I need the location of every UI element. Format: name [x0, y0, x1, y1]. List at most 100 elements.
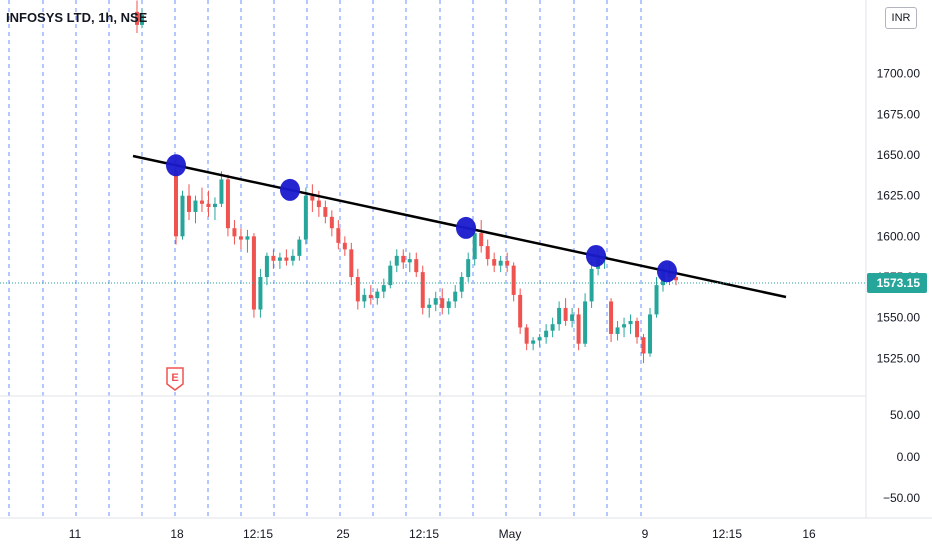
candle: [492, 252, 497, 273]
price-axis[interactable]: 1700.001675.001650.001625.001600.001575.…: [877, 67, 921, 366]
candle-body: [622, 324, 627, 328]
candle: [245, 229, 250, 253]
candle: [550, 317, 555, 338]
candle: [615, 320, 620, 341]
indicator-axis[interactable]: 50.00 0.00 −50.00: [883, 408, 920, 505]
time-tick-label: 12:15: [243, 527, 273, 541]
candle: [271, 249, 276, 269]
candle-body: [401, 255, 406, 263]
candle: [193, 195, 198, 224]
candle: [641, 333, 646, 364]
candle-body: [433, 298, 438, 305]
candle: [622, 317, 627, 338]
candle-body: [453, 291, 458, 302]
candle-body: [180, 195, 185, 237]
candle: [485, 239, 490, 266]
candle-body: [492, 259, 497, 266]
candle: [446, 298, 451, 315]
candle: [407, 252, 412, 273]
candle-body: [362, 294, 367, 302]
time-tick-label: 25: [336, 527, 350, 541]
grid-lines: [8, 0, 642, 518]
candle: [466, 252, 471, 282]
candle: [654, 277, 659, 318]
candle-body: [615, 327, 620, 334]
candle: [212, 197, 217, 221]
candle: [505, 252, 510, 273]
candle: [518, 288, 523, 334]
candle: [368, 285, 373, 305]
candle: [453, 285, 458, 308]
candle: [609, 298, 614, 343]
candle-body: [245, 236, 250, 240]
candle-body: [511, 265, 516, 295]
candle: [479, 220, 484, 253]
candle-body: [440, 298, 445, 308]
candle: [583, 293, 588, 347]
candle: [323, 200, 328, 224]
currency-button[interactable]: INR: [885, 7, 917, 29]
indicator-tick-label: 0.00: [897, 450, 921, 464]
candle-body: [641, 337, 646, 354]
candle-body: [505, 260, 510, 266]
candle: [329, 210, 334, 237]
candle: [225, 174, 230, 237]
candle-body: [420, 272, 425, 308]
candle-body: [570, 314, 575, 321]
candle-body: [472, 233, 477, 260]
candle-body: [414, 259, 419, 273]
candle-body: [206, 203, 211, 208]
trendline-touch-marker: [166, 154, 186, 177]
candle-body: [140, 15, 144, 25]
candle-body: [531, 340, 536, 344]
candle: [140, 8, 144, 29]
candle: [511, 262, 516, 302]
candle: [232, 220, 237, 245]
candle-body: [329, 216, 334, 229]
trendline-touch-marker: [657, 260, 677, 283]
earnings-marker[interactable]: E: [166, 367, 184, 391]
candle-body: [297, 239, 302, 256]
candles: [135, 0, 678, 364]
candle-body: [375, 291, 380, 299]
candle: [251, 233, 256, 318]
candle-body: [135, 11, 139, 25]
time-tick-label: 9: [642, 527, 649, 541]
candle-body: [290, 255, 295, 261]
candle-body: [654, 285, 659, 315]
candle: [284, 249, 289, 266]
time-tick-label: 12:15: [712, 527, 742, 541]
symbol-title[interactable]: INFOSYS LTD, 1h, NSE: [6, 10, 148, 25]
candle-body: [381, 285, 386, 292]
candle: [362, 288, 367, 308]
candle: [401, 249, 406, 269]
candle-body: [219, 179, 224, 204]
candle: [297, 236, 302, 261]
candle-body: [583, 301, 588, 344]
candle-body: [544, 330, 549, 338]
candle: [310, 184, 315, 212]
candle: [180, 190, 185, 240]
candle-body: [446, 301, 451, 308]
candle-body: [238, 236, 243, 240]
candle: [433, 291, 438, 312]
candle: [570, 307, 575, 328]
candle: [349, 242, 354, 286]
candle: [219, 171, 224, 208]
candle-body: [316, 200, 321, 208]
candle: [394, 249, 399, 273]
trendline-touch-marker: [586, 244, 606, 267]
candle: [199, 187, 204, 212]
candle-body: [284, 257, 289, 261]
time-axis[interactable]: 11 18 12:15 25 12:15 May 9 12:15 16: [69, 527, 816, 541]
candle: [342, 236, 347, 256]
candle-body: [479, 233, 484, 247]
candle-body: [349, 249, 354, 278]
candle: [420, 265, 425, 315]
candle: [264, 252, 269, 286]
price-tick-label: 1675.00: [877, 107, 921, 121]
candle-body: [537, 337, 542, 341]
candle-body: [466, 259, 471, 278]
trendline-touch-markers: [166, 154, 677, 283]
